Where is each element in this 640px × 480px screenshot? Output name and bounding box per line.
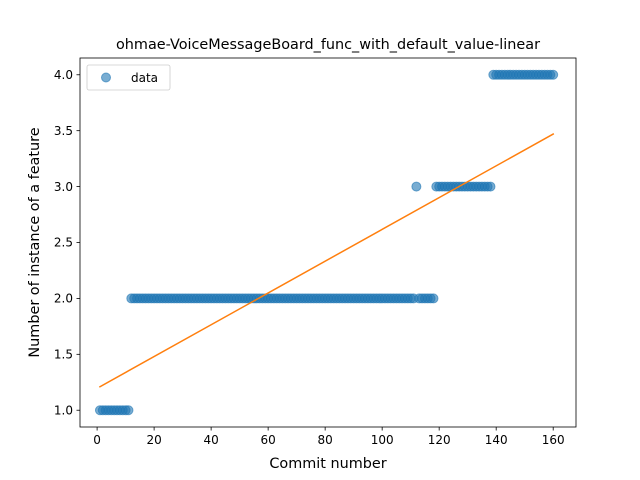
y-tick-label: 3.0	[54, 180, 73, 194]
plot-area	[80, 58, 576, 427]
axes-layer: 0 20 40 60 80 100 120 140 160 1.0 1.5 2.0 2.5 3.0 3.5 4…	[54, 68, 565, 447]
x-tick-label: 20	[146, 433, 161, 447]
legend-box	[86, 64, 171, 91]
legend-marker-data	[101, 72, 111, 83]
legend-label-data: data	[131, 71, 158, 85]
y-tick-label: 2.5	[54, 236, 73, 250]
x-axis-label: Commit number	[269, 456, 386, 472]
scatter-point	[428, 293, 439, 304]
y-axis-label: Number of instance of a feature	[27, 127, 43, 357]
x-tick-label: 60	[260, 433, 275, 447]
x-tick-label: 0	[93, 433, 101, 447]
x-tick-label: 160	[542, 433, 565, 447]
y-tick-label: 2.0	[54, 292, 73, 306]
scatter-point	[411, 181, 422, 192]
x-tick-label: 40	[203, 433, 218, 447]
y-tick-label: 3.5	[54, 124, 73, 138]
y-tick-label: 1.5	[54, 348, 73, 362]
fit-line	[98, 133, 555, 388]
x-tick-label: 100	[371, 433, 394, 447]
x-tick-label: 140	[485, 433, 508, 447]
chart-title: ohmae-VoiceMessageBoard_func_with_defaul…	[116, 37, 540, 53]
x-tick-label: 80	[318, 433, 333, 447]
y-tick-label: 1.0	[54, 403, 73, 417]
x-tick-label: 120	[428, 433, 451, 447]
legend: data	[86, 64, 171, 91]
scatter-point	[548, 69, 559, 80]
scatter-point	[123, 405, 134, 416]
plot-frame	[79, 57, 577, 428]
scatter-point	[485, 181, 496, 192]
y-tick-label: 4.0	[54, 68, 73, 82]
data-layer	[94, 69, 559, 416]
